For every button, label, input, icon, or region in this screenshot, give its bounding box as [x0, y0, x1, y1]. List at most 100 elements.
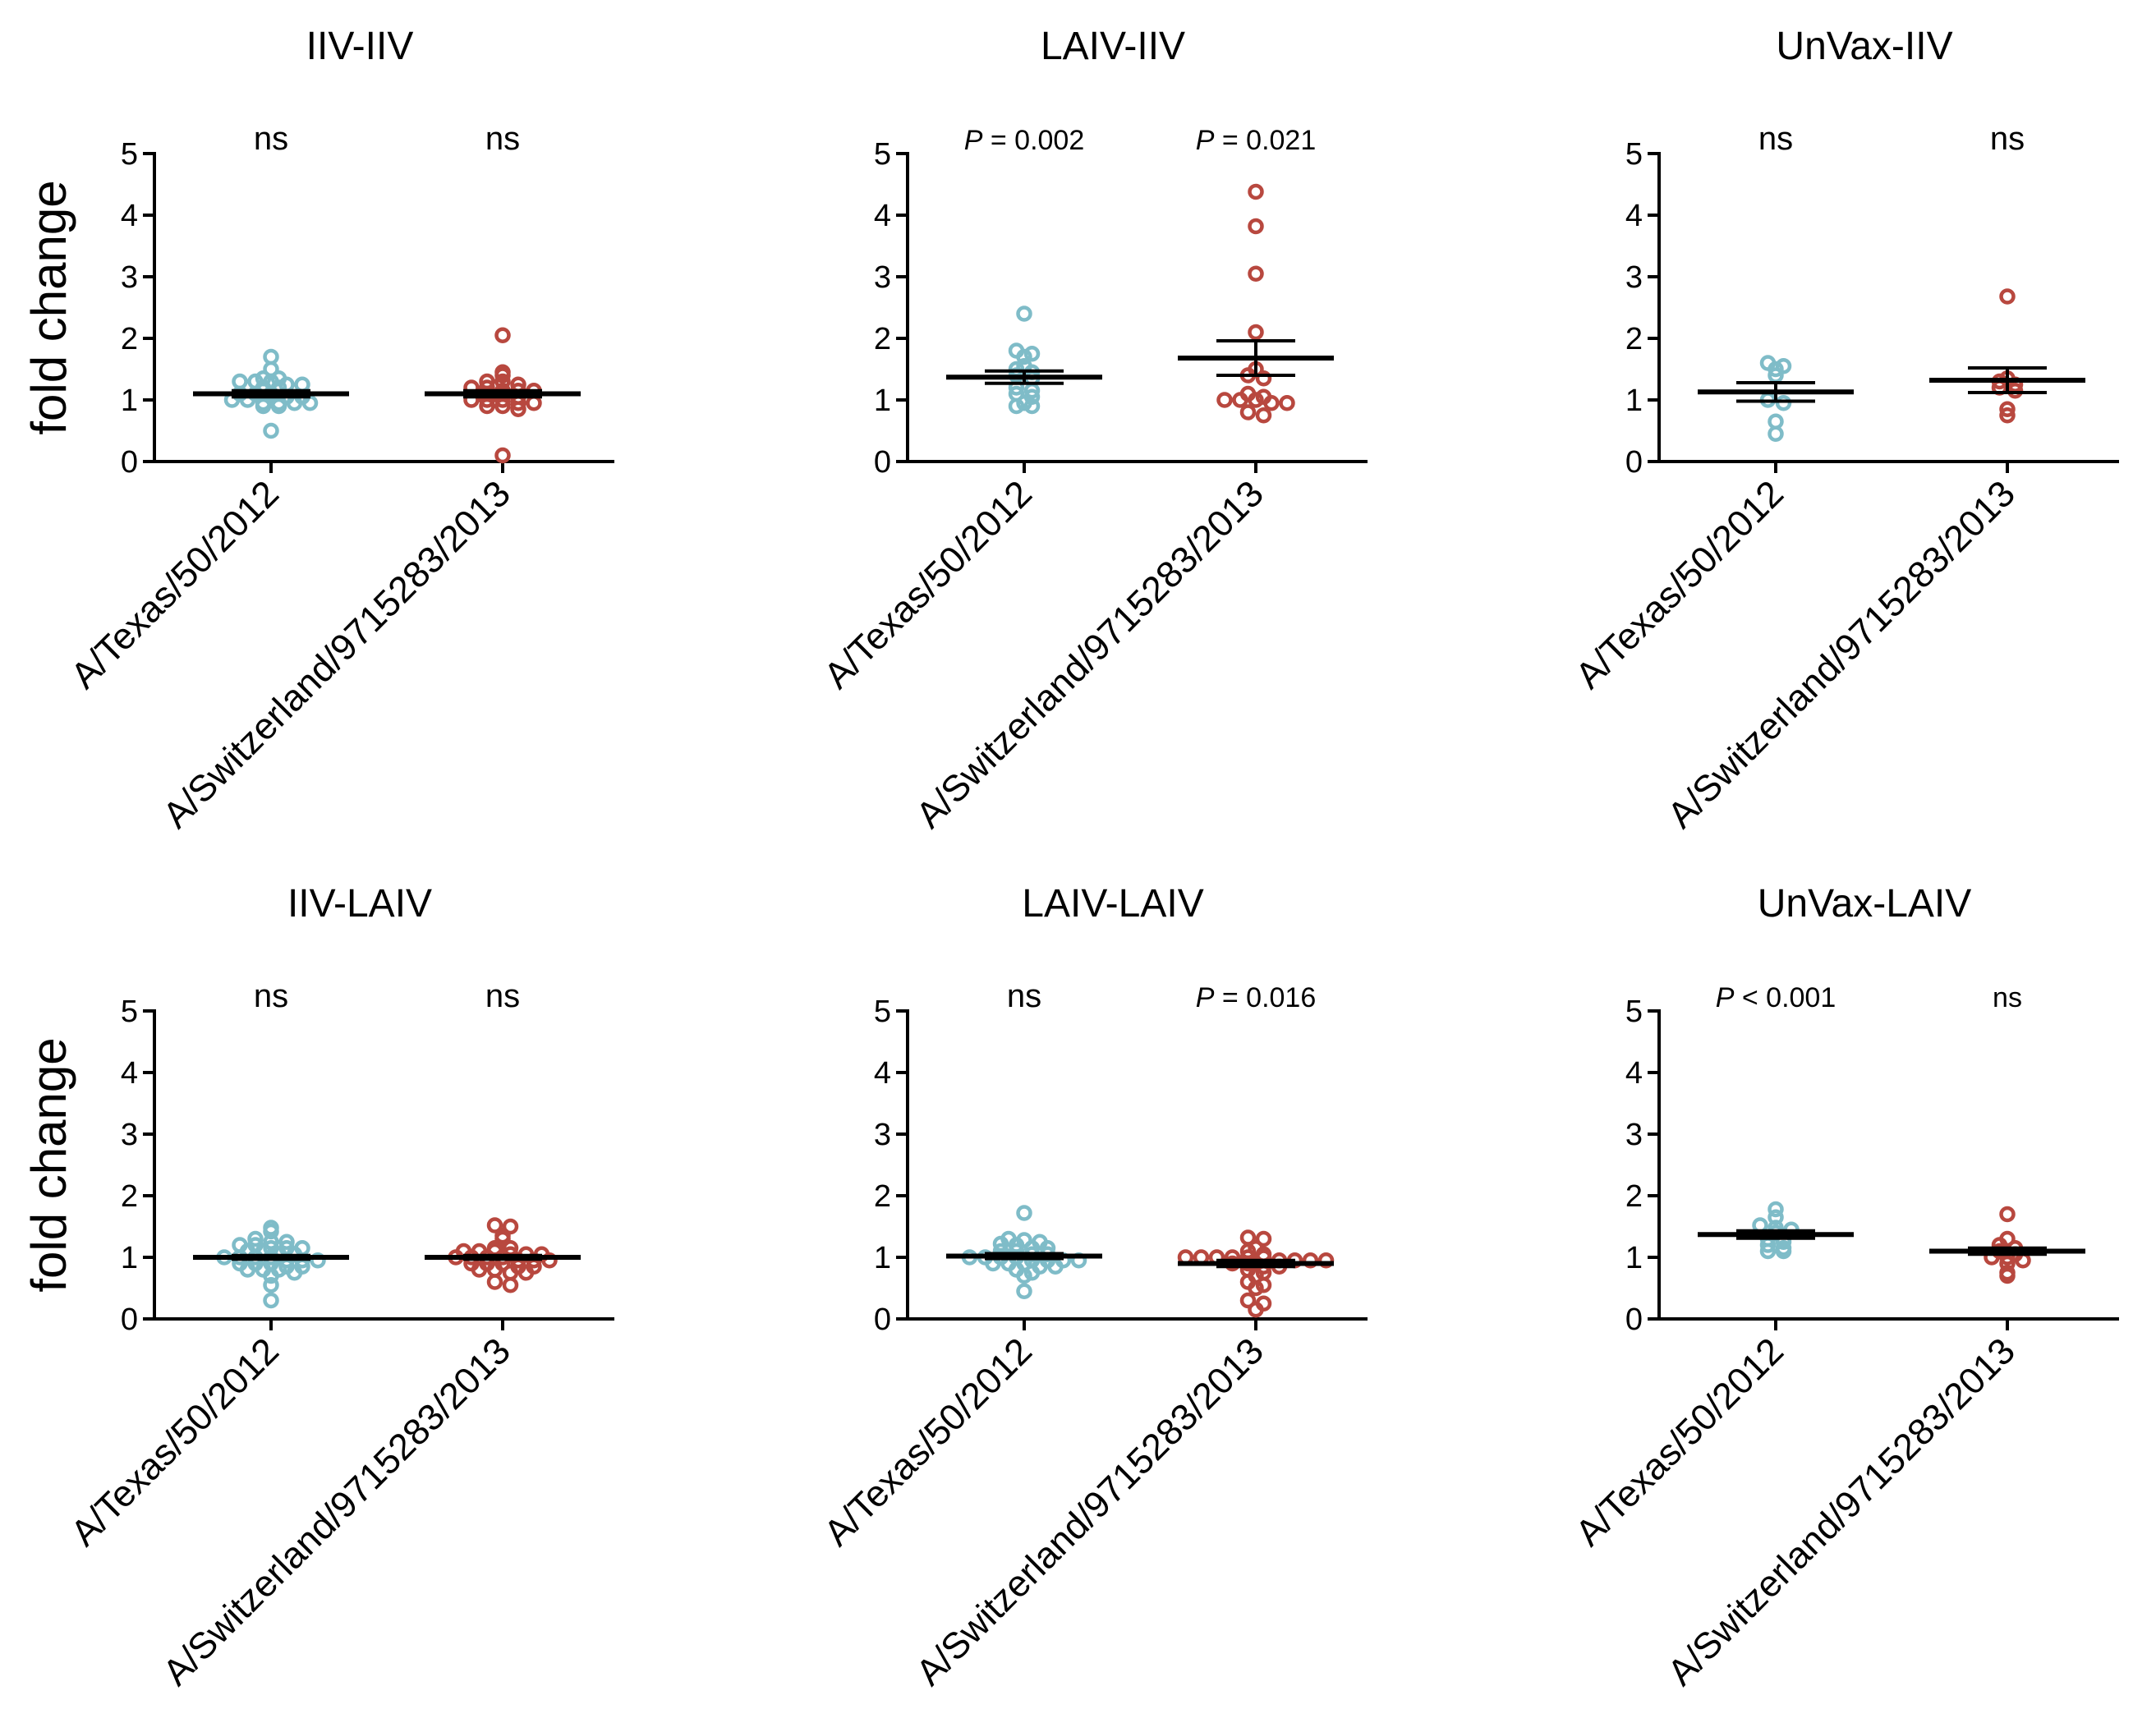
- data-point: [263, 1277, 279, 1293]
- data-point: [1263, 395, 1280, 411]
- p-value-text: ns: [485, 978, 520, 1014]
- chart-panel-6: UnVax-LAIV 0 1 2 3 4 5 A/Texas/50/2012 P < 0.001…: [1567, 882, 2119, 1693]
- significance-label: ns: [1990, 121, 2025, 157]
- data-point: [1999, 1267, 2016, 1284]
- y-axis-label: fold change: [21, 1037, 76, 1292]
- panel-title: UnVax-IIV: [1776, 25, 1952, 68]
- data-point: [286, 395, 303, 411]
- y-axis-label: fold change: [21, 180, 76, 434]
- y-tick-label: 1: [1625, 384, 1643, 418]
- p-value-text: ns: [254, 978, 288, 1014]
- data-point: [486, 1274, 503, 1290]
- y-tick-label: 4: [1625, 1056, 1643, 1091]
- panel-title: IIV-LAIV: [287, 882, 432, 926]
- y-tick-label: 2: [121, 322, 138, 356]
- data-point: [2015, 1252, 2031, 1269]
- data-point: [1023, 1265, 1041, 1281]
- panel-title: UnVax-LAIV: [1758, 882, 1972, 926]
- significance-label: P < 0.001: [1716, 982, 1837, 1013]
- y-tick-label: 0: [874, 1302, 891, 1337]
- x-category-label: A/Texas/50/2012: [62, 1330, 287, 1554]
- y-tick-label: 4: [121, 1056, 138, 1091]
- data-point: [263, 1267, 279, 1284]
- series-switzerland: [1177, 1229, 1335, 1318]
- data-point: [1016, 395, 1032, 411]
- data-point: [1008, 397, 1025, 415]
- significance-label: ns: [1007, 978, 1041, 1014]
- y-tick-label: 2: [1625, 322, 1643, 356]
- y-tick-label: 2: [874, 1179, 891, 1214]
- y-tick-label: 0: [1625, 445, 1643, 480]
- series-switzerland: [1929, 288, 2085, 424]
- significance-label: P = 0.016: [1196, 982, 1317, 1013]
- data-point: [526, 395, 542, 411]
- data-point: [494, 397, 511, 415]
- data-point: [1016, 1283, 1032, 1299]
- y-tick-label: 2: [874, 322, 891, 356]
- data-point: [1248, 218, 1264, 235]
- data-point: [1239, 1292, 1257, 1309]
- p-value-text: ns: [254, 121, 288, 157]
- data-point: [1239, 404, 1257, 420]
- p-symbol: P: [964, 125, 983, 156]
- data-point: [1248, 1279, 1264, 1297]
- data-point: [1016, 348, 1032, 365]
- data-point: [510, 401, 526, 417]
- p-value-text: ns: [1993, 982, 2022, 1013]
- series-texas: [1698, 355, 1854, 442]
- data-point: [1775, 395, 1792, 411]
- y-tick-label: 1: [1625, 1241, 1643, 1275]
- data-point: [517, 1265, 535, 1281]
- significance-label: P = 0.002: [964, 125, 1085, 156]
- data-point: [1248, 324, 1264, 341]
- y-tick-label: 0: [121, 1302, 138, 1337]
- data-point: [1216, 392, 1233, 408]
- y-tick-label: 5: [874, 995, 891, 1029]
- y-tick-label: 0: [1625, 1302, 1643, 1337]
- x-category-label: A/Texas/50/2012: [1567, 1330, 1791, 1554]
- series-texas: [193, 348, 349, 439]
- y-tick-label: 5: [1625, 995, 1643, 1029]
- data-point: [502, 1218, 519, 1235]
- y-tick-label: 5: [121, 137, 138, 172]
- data-point: [263, 422, 279, 439]
- data-point: [471, 1261, 488, 1278]
- data-point: [1775, 358, 1792, 374]
- series-switzerland: [1178, 183, 1334, 424]
- y-tick-label: 3: [874, 260, 891, 295]
- y-tick-label: 5: [1625, 137, 1643, 172]
- y-tick-label: 1: [121, 1241, 138, 1275]
- series-switzerland: [425, 1217, 581, 1293]
- x-category-label: A/Texas/50/2012: [816, 472, 1040, 696]
- chart-panel-5: LAIV-LAIV012345A/Texas/50/2012nsA/Switze…: [816, 882, 1368, 1693]
- x-category-label: A/Texas/50/2012: [62, 472, 287, 696]
- data-point: [1317, 1252, 1335, 1269]
- p-symbol: P: [1196, 125, 1215, 156]
- y-tick-label: 3: [1625, 260, 1643, 295]
- p-value-text: ns: [485, 121, 520, 157]
- data-point: [479, 397, 495, 415]
- p-value-text: ns: [1007, 978, 1041, 1014]
- p-value-text: ns: [1758, 121, 1793, 157]
- significance-label: ns: [485, 121, 520, 157]
- p-symbol: P: [1196, 982, 1215, 1013]
- data-point: [1016, 306, 1032, 322]
- y-tick-label: 5: [121, 995, 138, 1029]
- data-point: [494, 1230, 511, 1247]
- data-point: [486, 1217, 503, 1234]
- p-value-text: = 0.002: [982, 125, 1084, 156]
- data-point: [255, 370, 272, 387]
- p-symbol: P: [1716, 982, 1735, 1013]
- data-point: [1016, 1205, 1032, 1221]
- p-value-text: = 0.021: [1214, 125, 1316, 156]
- series-texas: [1698, 1201, 1854, 1260]
- series-switzerland: [1929, 1206, 2085, 1284]
- data-point: [1255, 1230, 1272, 1247]
- data-point: [1255, 370, 1272, 387]
- y-tick-label: 4: [121, 199, 138, 233]
- data-point: [1999, 1206, 2016, 1223]
- significance-label: ns: [1993, 982, 2022, 1013]
- data-point: [247, 1230, 264, 1247]
- data-point: [1768, 425, 1784, 442]
- series-switzerland: [425, 327, 581, 464]
